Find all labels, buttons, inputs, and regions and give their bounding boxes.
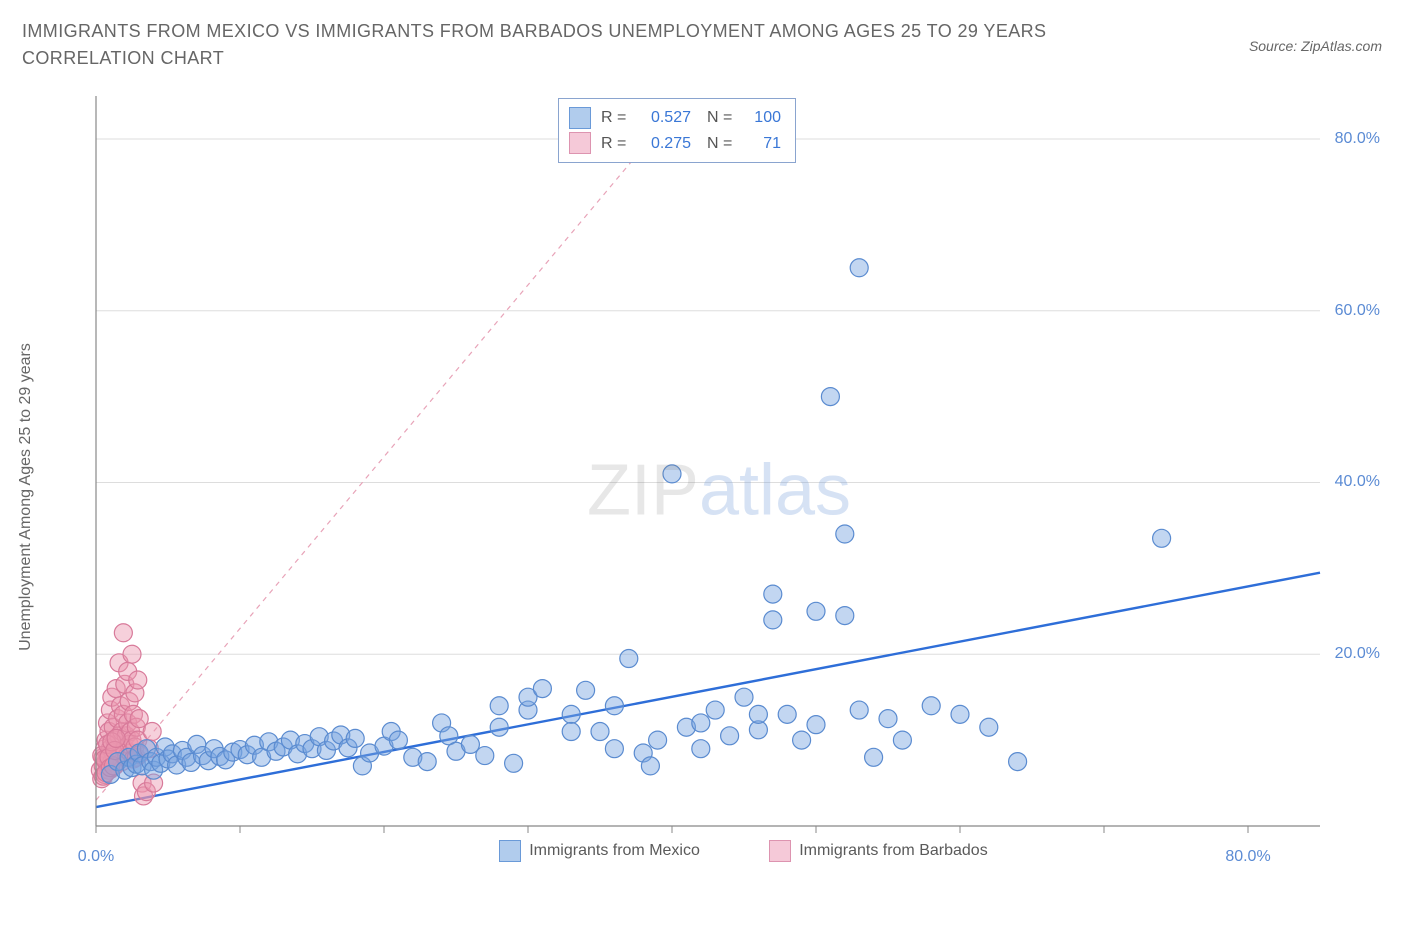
data-point [764,611,782,629]
data-point [649,731,667,749]
data-point [836,607,854,625]
data-point [951,705,969,723]
data-point [922,697,940,715]
data-point [778,705,796,723]
legend-swatch [499,840,521,862]
stat-r-label: R = [601,105,631,131]
header-row: IMMIGRANTS FROM MEXICO VS IMMIGRANTS FRO… [0,0,1406,72]
data-point [1009,753,1027,771]
y-axis-label: Unemployment Among Ages 25 to 29 years [17,343,35,651]
legend-label: Immigrants from Barbados [799,842,988,860]
data-point [865,748,883,766]
stat-n-value: 71 [737,131,781,157]
data-point [749,705,767,723]
data-point [706,701,724,719]
y-tick-label: 80.0% [1335,130,1380,148]
data-point [562,723,580,741]
data-point [418,753,436,771]
stat-n-label: N = [707,131,737,157]
data-point [807,602,825,620]
stat-r-value: 0.527 [631,105,707,131]
stat-n-label: N = [707,105,737,131]
bottom-legend-item: Immigrants from Mexico [499,840,700,862]
y-tick-label: 20.0% [1335,645,1380,663]
data-point [505,754,523,772]
data-point [807,716,825,734]
data-point [129,671,147,689]
x-tick-label: 80.0% [1225,848,1270,866]
data-point [346,729,364,747]
trend-line [96,96,686,800]
source-attribution: Source: ZipAtlas.com [1249,18,1382,54]
data-point [107,729,125,747]
data-point [836,525,854,543]
legend-swatch [569,107,591,129]
data-point [490,697,508,715]
chart-container: Unemployment Among Ages 25 to 29 years Z… [54,86,1384,908]
data-point [793,731,811,749]
data-point [721,727,739,745]
x-tick-label: 0.0% [78,848,114,866]
data-point [879,710,897,728]
stats-legend-row: R =0.275N =71 [569,131,781,157]
data-point [114,624,132,642]
data-point [850,701,868,719]
data-point [476,747,494,765]
chart-title: IMMIGRANTS FROM MEXICO VS IMMIGRANTS FRO… [22,18,1142,72]
data-point [821,388,839,406]
stats-legend-box: R =0.527N =100R =0.275N =71 [558,98,796,163]
y-tick-label: 40.0% [1335,473,1380,491]
data-point [143,723,161,741]
stat-r-label: R = [601,131,631,157]
data-point [641,757,659,775]
data-point [577,681,595,699]
stats-legend-row: R =0.527N =100 [569,105,781,131]
data-point [605,740,623,758]
data-point [389,731,407,749]
data-point [605,697,623,715]
data-point [980,718,998,736]
data-point [533,680,551,698]
y-tick-label: 60.0% [1335,302,1380,320]
data-point [620,650,638,668]
legend-label: Immigrants from Mexico [529,842,700,860]
trend-line [96,573,1320,807]
scatter-plot [80,86,1380,876]
data-point [123,645,141,663]
data-point [692,740,710,758]
stat-n-value: 100 [737,105,781,131]
data-point [764,585,782,603]
data-point [850,259,868,277]
bottom-legend-item: Immigrants from Barbados [769,840,988,862]
legend-swatch [569,132,591,154]
data-point [692,714,710,732]
data-point [1153,529,1171,547]
stat-r-value: 0.275 [631,131,707,157]
data-point [490,718,508,736]
data-point [562,705,580,723]
data-point [591,723,609,741]
data-point [735,688,753,706]
legend-swatch [769,840,791,862]
data-point [893,731,911,749]
data-point [663,465,681,483]
